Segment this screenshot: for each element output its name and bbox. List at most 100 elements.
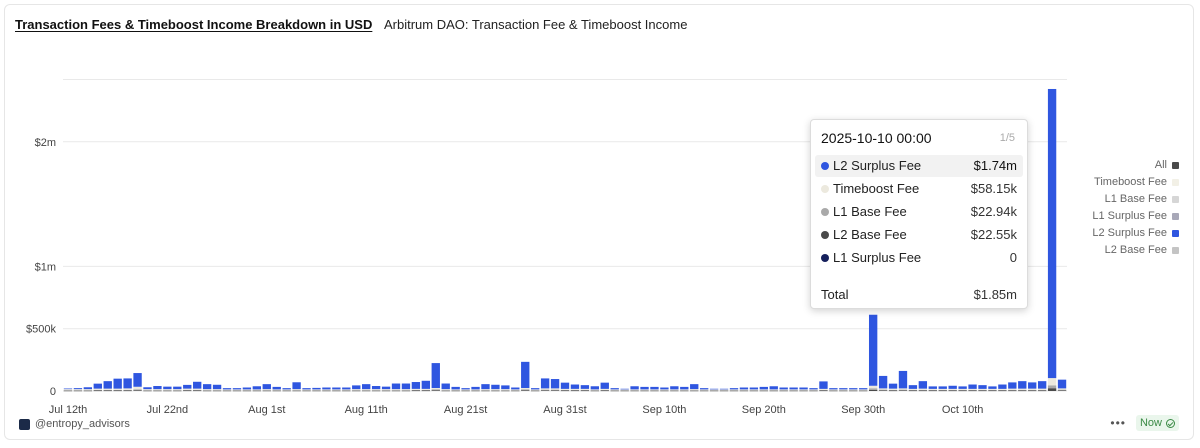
tooltip-row: L1 Base Fee $22.94k [815, 201, 1023, 223]
now-badge[interactable]: Now [1135, 415, 1179, 431]
bar-timeboost [272, 389, 281, 391]
bar-l2-base [451, 390, 460, 392]
bar-timeboost [739, 389, 749, 391]
bar-l2-surplus [918, 381, 928, 389]
bar-l1-base [272, 390, 281, 391]
bar-l2-surplus [908, 385, 918, 389]
bar-l2-surplus [461, 388, 470, 390]
bar-l1-base [133, 389, 142, 391]
bar-timeboost [719, 389, 729, 391]
y-tick-label: $500k [26, 324, 56, 336]
bar-l2-surplus [282, 388, 291, 390]
bar-l1-base [431, 389, 440, 391]
legend-item[interactable]: L2 Base Fee [1092, 242, 1179, 259]
bar-l2-base [461, 390, 470, 392]
bar-l1-base [888, 389, 898, 391]
bar-timeboost [381, 389, 391, 391]
bar-timeboost [998, 388, 1007, 390]
bar-l2-base [332, 390, 341, 392]
bar-timeboost [908, 388, 918, 390]
bar-l2-base [1057, 390, 1067, 391]
legend-item[interactable]: Timeboost Fee [1092, 174, 1179, 191]
bar-timeboost [610, 389, 619, 391]
bar-l2-surplus [322, 387, 331, 390]
bar-l1-base [232, 390, 242, 391]
bar-l2-base [540, 390, 550, 391]
bar-l1-base [153, 390, 162, 391]
bar-l1-base [73, 390, 83, 391]
bar-l2-surplus [302, 388, 311, 390]
bar-l1-base [878, 389, 888, 391]
bar-l2-base [63, 390, 73, 392]
bar-l2-surplus [501, 385, 510, 390]
bar-timeboost [173, 389, 182, 391]
bar-timeboost [441, 389, 450, 391]
bar-timeboost [729, 389, 739, 391]
bar-l1-base [739, 390, 749, 391]
bar-l2-base [501, 390, 510, 392]
bar-l2-base [133, 390, 142, 391]
tooltip-total-label: Total [821, 287, 849, 302]
bar-timeboost [292, 389, 301, 391]
bar-l1-base [928, 389, 937, 391]
bar-l2-base [630, 390, 639, 392]
legend-label: L2 Surplus Fee [1092, 227, 1167, 239]
legend-item[interactable]: L1 Surplus Fee [1092, 208, 1179, 225]
bar-l2-base [431, 390, 440, 391]
bar-l2-base [183, 390, 192, 392]
bar-timeboost [968, 388, 977, 390]
bar-l2-base [93, 390, 102, 392]
bar-l2-surplus [640, 386, 649, 390]
bar-l2-surplus [163, 386, 172, 390]
series-dot-icon [821, 231, 829, 239]
bar-l2-base [868, 389, 878, 391]
bar-timeboost [779, 389, 788, 391]
bar-l2-base [202, 390, 212, 392]
legend-item[interactable]: All [1092, 157, 1179, 174]
legend-swatch-icon [1172, 229, 1179, 237]
bar-timeboost [401, 389, 411, 391]
bar-timeboost [620, 389, 629, 391]
bar-l1-base [1028, 389, 1037, 391]
legend-item[interactable]: L2 Surplus Fee [1092, 225, 1179, 242]
bar-l2-base [312, 390, 321, 392]
bar-l2-surplus [133, 373, 142, 387]
bar-l2-base [441, 390, 450, 392]
bar-l2-surplus [809, 388, 818, 390]
bar-l2-base [262, 390, 271, 392]
bar-l2-surplus [292, 382, 301, 390]
bars [63, 88, 1067, 392]
bar-l2-surplus [1018, 381, 1027, 389]
series-dot-icon [821, 254, 829, 262]
ellipsis-icon[interactable]: ••• [1110, 416, 1126, 430]
bar-l2-base [1047, 388, 1057, 391]
bar-l2-surplus [143, 387, 152, 390]
legend-item[interactable]: L1 Base Fee [1092, 191, 1179, 208]
bar-l1-base [491, 390, 500, 391]
x-tick-label: Sep 10th [642, 404, 686, 416]
legend-label: L1 Base Fee [1104, 193, 1167, 205]
bar-l1-base [1057, 389, 1067, 391]
x-tick-label: Aug 21st [444, 404, 487, 416]
bar-l2-base [610, 390, 619, 392]
bar-timeboost [600, 388, 609, 390]
tooltip-row: L2 Base Fee $22.55k [815, 224, 1023, 246]
bar-l1-base [968, 389, 977, 391]
now-label: Now [1139, 417, 1162, 429]
tooltip-series-name: L2 Base Fee [833, 227, 907, 242]
bar-timeboost [829, 389, 838, 391]
bar-l2-surplus [371, 386, 381, 390]
bar-l2-base [1037, 390, 1047, 392]
bar-l2-base [650, 390, 659, 392]
x-tick-label: Aug 31st [543, 404, 586, 416]
bar-l1-base [580, 389, 590, 391]
bar-l1-base [242, 390, 252, 391]
bar-l2-surplus [153, 386, 162, 390]
bar-l2-base [789, 390, 798, 392]
bar-l2-base [212, 390, 222, 392]
chart-title-link[interactable]: Transaction Fees & Timeboost Income Brea… [15, 17, 373, 32]
bar-l2-base [769, 390, 778, 392]
bar-l1-base [421, 389, 431, 391]
bar-l2-base [73, 390, 83, 392]
tooltip-header: 2025-10-10 00:00 1/5 [821, 130, 1017, 148]
